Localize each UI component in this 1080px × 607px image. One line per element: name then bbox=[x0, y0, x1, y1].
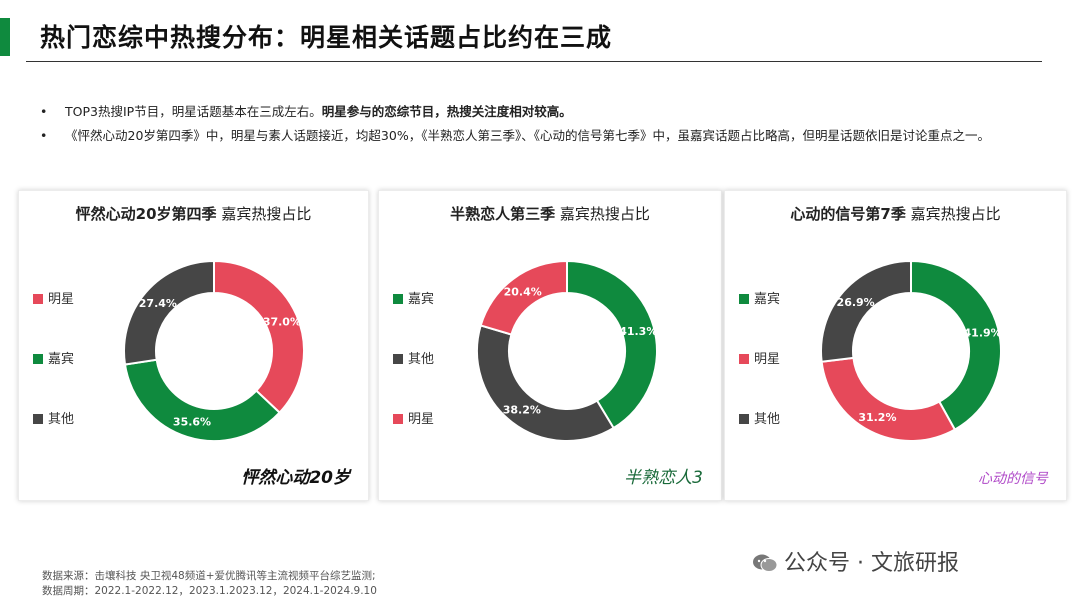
legend-label: 其他 bbox=[754, 412, 781, 427]
chart-2-donut: 41.3% 38.2% 20.4% bbox=[476, 259, 658, 442]
donut-label-嘉宾: 41.9% bbox=[964, 326, 1002, 339]
donut-label-其他: 27.4% bbox=[139, 297, 177, 310]
donut-slice-明星 bbox=[820, 356, 957, 442]
legend-swatch bbox=[393, 414, 403, 424]
legend-item-其他: 其他 bbox=[739, 408, 780, 427]
legend-label: 嘉宾 bbox=[754, 292, 781, 307]
title-accent-bar bbox=[0, 18, 10, 56]
chart-1-title-bold: 怦然心动20岁第四季 bbox=[75, 205, 217, 223]
data-period-line: 数据周期：2022.1-2022.12，2023.1.2023.12，2024.… bbox=[42, 585, 377, 597]
donut-label-其他: 38.2% bbox=[503, 404, 541, 417]
donut-label-嘉宾: 41.3% bbox=[619, 325, 657, 338]
legend-swatch bbox=[739, 414, 749, 424]
wechat-icon bbox=[753, 554, 778, 572]
legend-swatch bbox=[33, 354, 43, 364]
legend-label: 明星 bbox=[754, 352, 781, 367]
legend-label: 嘉宾 bbox=[408, 292, 435, 307]
donut-slice-其他 bbox=[476, 324, 615, 442]
legend-label: 明星 bbox=[48, 292, 75, 307]
legend-item-嘉宾: 嘉宾 bbox=[393, 288, 434, 307]
title-divider bbox=[26, 61, 1042, 62]
donut-label-明星: 31.2% bbox=[858, 411, 896, 424]
donut-slice-明星 bbox=[479, 259, 568, 336]
donut-slice-嘉宾 bbox=[566, 259, 658, 430]
donut-label-其他: 26.9% bbox=[837, 296, 875, 309]
legend-swatch bbox=[739, 294, 749, 304]
page-title: 热门恋综中热搜分布：明星相关话题占比约在三成 bbox=[40, 23, 613, 52]
chart-1-title-rest: 嘉宾热搜占比 bbox=[216, 205, 312, 223]
legend-label: 其他 bbox=[48, 412, 75, 427]
legend-item-明星: 明星 bbox=[739, 348, 780, 367]
bullet-1-bold-text: 明星参与的恋综节目，热搜关注度相对较高。 bbox=[321, 104, 572, 119]
legend-item-明星: 明星 bbox=[393, 408, 434, 427]
chart-3-title-rest: 嘉宾热搜占比 bbox=[905, 205, 1001, 223]
bullet-1-text: TOP3热搜IP节目，明星话题基本在三成左右。 bbox=[65, 104, 322, 119]
chart-panel-2: 半熟恋人第三季 嘉宾热搜占比 嘉宾其他明星 41.3% 38.2% 20.4% 半熟… bbox=[378, 190, 722, 501]
donut-slice-嘉宾 bbox=[123, 358, 282, 442]
donut-label-嘉宾: 35.6% bbox=[173, 416, 211, 429]
legend-label: 其他 bbox=[408, 352, 435, 367]
chart-panel-1: 怦然心动20岁第四季 嘉宾热搜占比 明星嘉宾其他 37.0% 35.6% 27.4%… bbox=[18, 190, 369, 501]
legend-swatch bbox=[393, 294, 403, 304]
chart-panel-3: 心动的信号第7季 嘉宾热搜占比 嘉宾明星其他 41.9% 31.2% 26.9% 心… bbox=[724, 190, 1067, 501]
legend-swatch bbox=[33, 294, 43, 304]
donut-label-明星: 37.0% bbox=[263, 316, 301, 329]
bullet-2-text: 《怦然心动20岁第四季》中，明星与素人话题接近，均超30%，《半熟恋人第三季》、… bbox=[65, 128, 990, 143]
watermark-text: 公众号 · 文旅研报 bbox=[784, 551, 959, 576]
chart-3-show-logo: 心动的信号 bbox=[978, 471, 1048, 487]
chart-3-title: 心动的信号第7季 嘉宾热搜占比 bbox=[725, 203, 1066, 224]
legend-item-其他: 其他 bbox=[393, 348, 434, 367]
donut-slice-其他 bbox=[820, 259, 912, 363]
chart-1-donut: 37.0% 35.6% 27.4% bbox=[123, 259, 305, 442]
legend-label: 嘉宾 bbox=[48, 352, 75, 367]
bullet-list: TOP3热搜IP节目，明星话题基本在三成左右。明星参与的恋综节目，热搜关注度相对… bbox=[40, 100, 1050, 148]
donut-slice-嘉宾 bbox=[910, 259, 1002, 431]
legend-swatch bbox=[33, 414, 43, 424]
data-source-note: 数据来源：击壤科技 央卫视48频道+爱优腾讯等主流视频平台综艺监测; 数据周期：… bbox=[42, 569, 377, 599]
chart-1-title: 怦然心动20岁第四季 嘉宾热搜占比 bbox=[19, 203, 368, 224]
legend-swatch bbox=[739, 354, 749, 364]
chart-2-title: 半熟恋人第三季 嘉宾热搜占比 bbox=[379, 203, 721, 224]
legend-label: 明星 bbox=[408, 412, 435, 427]
donut-slice-其他 bbox=[123, 259, 215, 366]
bullet-item-1: TOP3热搜IP节目，明星话题基本在三成左右。明星参与的恋综节目，热搜关注度相对… bbox=[40, 100, 1050, 124]
watermark: 公众号 · 文旅研报 bbox=[752, 545, 959, 577]
chart-2-show-logo: 半熟恋人3 bbox=[624, 468, 703, 488]
donut-label-明星: 20.4% bbox=[504, 286, 542, 299]
legend-item-其他: 其他 bbox=[33, 408, 74, 427]
legend-item-明星: 明星 bbox=[33, 288, 74, 307]
chart-2-title-bold: 半熟恋人第三季 bbox=[450, 205, 556, 223]
chart-1-show-logo: 怦然心动20岁 bbox=[241, 468, 350, 488]
bullet-item-2: 《怦然心动20岁第四季》中，明星与素人话题接近，均超30%，《半熟恋人第三季》、… bbox=[40, 124, 1050, 148]
chart-3-donut: 41.9% 31.2% 26.9% bbox=[820, 259, 1002, 442]
donut-slice-明星 bbox=[213, 259, 305, 415]
chart-2-title-rest: 嘉宾热搜占比 bbox=[555, 205, 650, 223]
chart-3-title-bold: 心动的信号第7季 bbox=[790, 205, 906, 223]
legend-swatch bbox=[393, 354, 403, 364]
legend-item-嘉宾: 嘉宾 bbox=[33, 348, 74, 367]
legend-item-嘉宾: 嘉宾 bbox=[739, 288, 780, 307]
data-source-line: 数据来源：击壤科技 央卫视48频道+爱优腾讯等主流视频平台综艺监测; bbox=[42, 570, 376, 582]
